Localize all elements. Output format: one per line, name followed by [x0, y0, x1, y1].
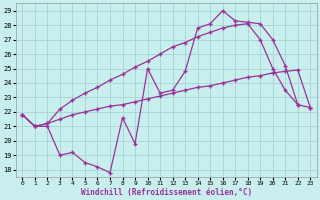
X-axis label: Windchill (Refroidissement éolien,°C): Windchill (Refroidissement éolien,°C): [81, 188, 252, 197]
